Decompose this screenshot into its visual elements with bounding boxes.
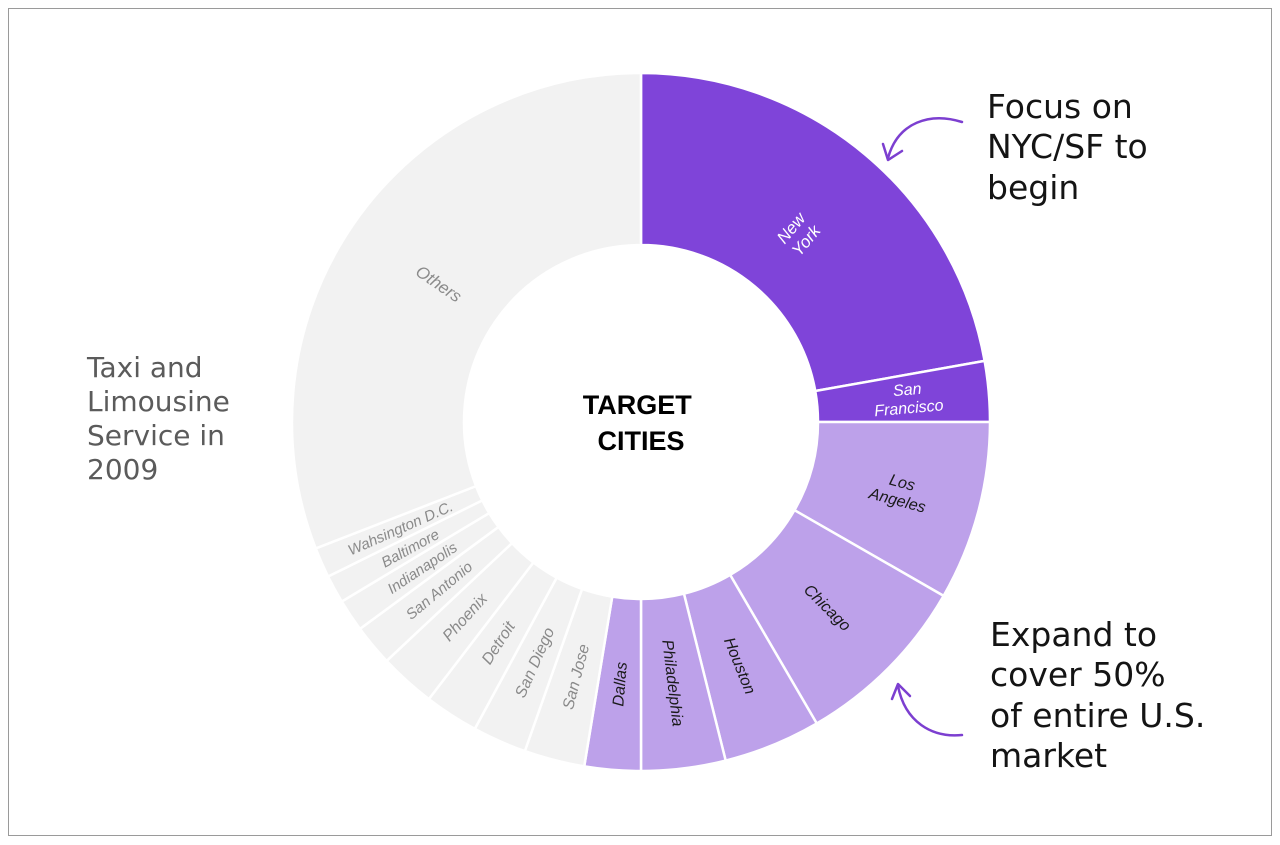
annotation-focus-line: NYC/SF to <box>987 127 1148 167</box>
slice-others <box>290 71 643 550</box>
annotation-expand: Expand to cover 50% of entire U.S. marke… <box>990 615 1205 776</box>
left-note-line: Service in <box>87 419 225 453</box>
left-note-line: Taxi and <box>87 351 203 384</box>
annotation-expand-line: of entire U.S. <box>990 695 1206 735</box>
curved-arrow-icon-bottom <box>896 684 964 737</box>
annotation-expand-line: market <box>990 735 1108 775</box>
slice-new-york <box>639 71 986 393</box>
left-note-line: 2009 <box>87 453 159 487</box>
center-label-line-2: CITIES <box>597 426 684 456</box>
center-label-line-1: TARGET <box>583 390 692 420</box>
left-note: Taxi and Limousine Service in 2009 <box>87 351 230 488</box>
slice-label-san-francisco: SanFrancisco <box>872 379 944 420</box>
left-note-line: Limousine <box>87 385 230 419</box>
annotation-expand-line: cover 50% <box>990 655 1166 695</box>
annotation-focus-line: Focus on <box>987 87 1133 126</box>
center-label: TARGET CITIES <box>583 390 700 456</box>
arrowhead-icon-top <box>881 142 904 162</box>
arrowhead-icon-bottom <box>890 682 912 701</box>
annotation-focus-line: begin <box>987 167 1080 207</box>
annotation-expand-line: Expand to <box>990 615 1158 654</box>
chart-frame <box>8 8 1272 836</box>
annotation-focus: Focus on NYC/SF to begin <box>987 87 1148 208</box>
slices-layer <box>290 71 992 773</box>
slice-label-dallas: Dallas <box>610 661 631 707</box>
curved-arrow-icon-top <box>886 117 964 160</box>
